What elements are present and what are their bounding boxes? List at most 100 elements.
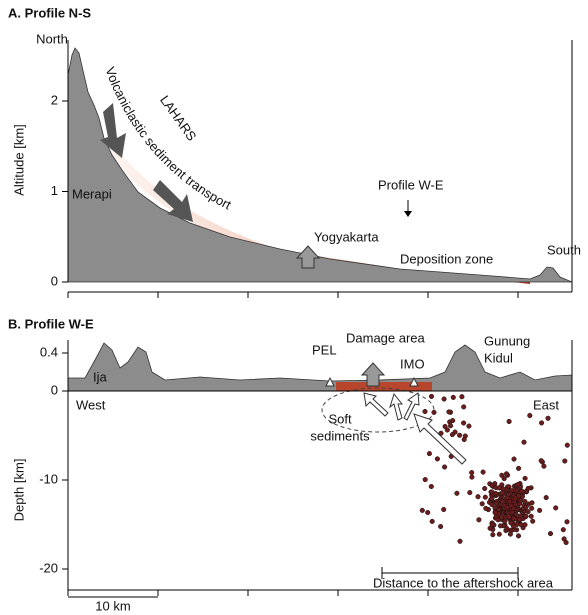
uplift-arrow: [295, 245, 321, 269]
aftershock: [450, 418, 456, 424]
aftershock: [522, 498, 528, 504]
aftershock: [502, 518, 508, 524]
aftershock: [499, 490, 505, 496]
aftershock: [564, 442, 570, 448]
aftershock: [541, 463, 547, 469]
aftershock: [469, 470, 475, 476]
aftershock: [479, 501, 485, 507]
label: LAHARS: [157, 93, 200, 144]
aftershock: [525, 509, 531, 515]
flow-arrow: [100, 103, 126, 158]
aftershock: [560, 527, 566, 533]
aftershock: [459, 394, 465, 400]
label: Soft: [328, 411, 352, 426]
axis-label: Altitude [km]: [11, 124, 26, 196]
aftershock: [441, 396, 447, 402]
aftershock: [449, 432, 455, 438]
label: North: [36, 31, 68, 46]
aftershock: [489, 521, 495, 528]
aftershock: [500, 499, 506, 505]
aftershock: [506, 514, 512, 520]
aftershock: [497, 523, 504, 529]
label: Kidul: [484, 350, 513, 365]
aftershock: [454, 490, 460, 496]
aftershock: [461, 420, 467, 426]
aftershock: [523, 504, 529, 510]
aftershock: [475, 494, 481, 500]
aftershock: [564, 519, 570, 525]
y-tick-label: -20: [39, 560, 58, 575]
aftershock: [467, 490, 473, 496]
aftershock: [519, 488, 525, 494]
y-tick-label: 0.4: [40, 344, 58, 359]
stress-arrow: [403, 392, 420, 421]
y-tick-label: 2: [51, 92, 58, 107]
aftershock: [495, 517, 501, 523]
aftershock: [490, 532, 496, 538]
aftershock: [438, 523, 444, 530]
aftershock: [545, 415, 551, 421]
aftershock: [446, 409, 452, 415]
aftershock: [529, 505, 535, 511]
aftershock: [499, 472, 505, 478]
label: IMO: [400, 356, 425, 371]
aftershock: [461, 436, 467, 443]
aftershock: [482, 494, 488, 500]
aftershock: [528, 513, 534, 519]
aftershock: [496, 531, 502, 537]
aftershocks: [419, 393, 570, 546]
aftershock: [425, 509, 431, 516]
aftershock: [422, 477, 428, 483]
aftershock: [492, 510, 498, 516]
aftershock: [506, 491, 512, 497]
aftershock: [529, 500, 535, 506]
aftershock: [509, 510, 515, 516]
y-tick-label: 1: [51, 183, 58, 198]
aftershock: [562, 458, 568, 464]
aftershock: [489, 502, 495, 508]
aftershock: [493, 500, 499, 507]
label: South: [547, 242, 581, 257]
aftershock: [530, 518, 536, 524]
aftershock: [450, 394, 456, 400]
panel-title: B. Profile W-E: [8, 316, 94, 331]
label: Profile W-E: [378, 177, 444, 192]
aftershock: [515, 482, 521, 488]
label: Merapi: [72, 186, 112, 201]
aftershock: [521, 439, 527, 445]
aftershock: [483, 505, 489, 511]
scale-label: 10 km: [95, 598, 130, 613]
aftershock: [447, 423, 454, 429]
uplift-arrow: [360, 362, 386, 387]
aftershock: [561, 536, 567, 542]
aftershock: [538, 458, 544, 464]
aftershock: [444, 427, 450, 433]
aftershock: [506, 418, 512, 425]
aftershock: [547, 531, 554, 537]
aftershock: [553, 505, 559, 511]
aftershock: [482, 485, 488, 492]
y-tick-label: -10: [39, 471, 58, 486]
aftershock: [480, 469, 486, 475]
label: Yogyakarta: [314, 229, 379, 244]
aftershock: [419, 507, 425, 513]
aftershock: [434, 456, 440, 462]
label: Deposition zone: [400, 251, 493, 266]
label: Distance to the aftershock area: [373, 575, 554, 590]
aftershock: [457, 432, 463, 438]
flow-arrow: [153, 180, 193, 222]
aftershock: [489, 483, 495, 489]
aftershock: [431, 409, 437, 415]
y-tick-label: 0: [51, 273, 58, 288]
aftershock: [489, 489, 495, 495]
aftershock: [511, 456, 517, 462]
aftershock: [469, 474, 475, 480]
aftershock: [466, 423, 472, 429]
terrain-ns: [67, 47, 573, 283]
aftershock: [489, 495, 495, 501]
aftershock: [428, 393, 435, 399]
aftershock: [498, 514, 505, 520]
aftershock: [457, 538, 463, 544]
aftershock: [517, 516, 523, 522]
